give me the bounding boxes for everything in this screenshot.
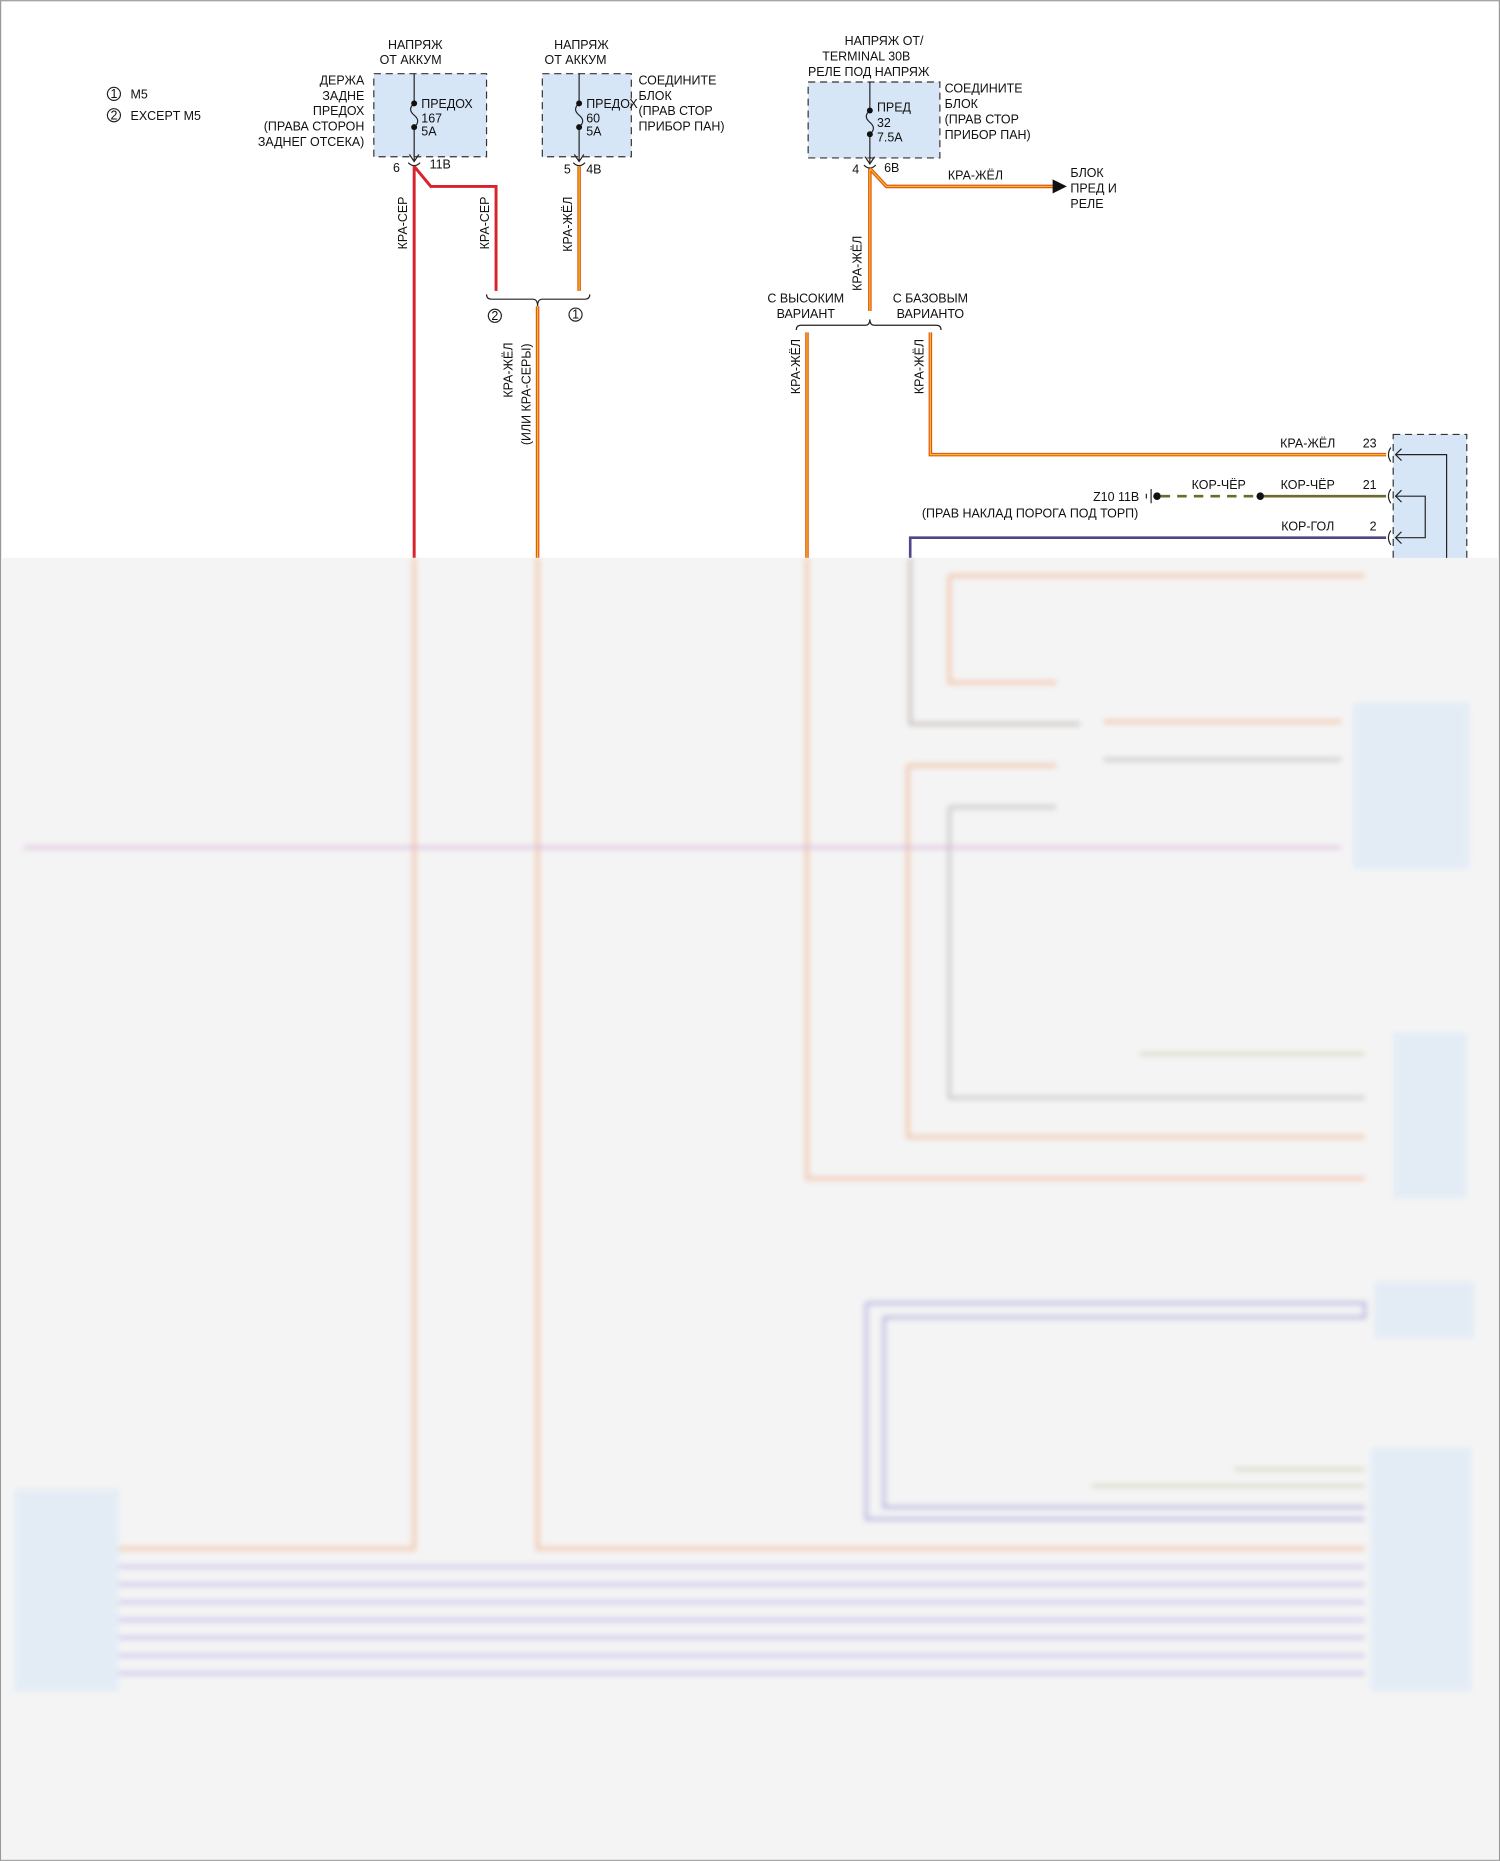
variant-brace	[795, 319, 942, 331]
connector-id: 11B	[430, 158, 451, 172]
fuse-rating: 7.5A	[877, 130, 903, 144]
fuse-box	[541, 73, 632, 158]
fuse-icon	[865, 110, 875, 135]
wire-label: КРА-ЖЁЛ	[912, 339, 926, 394]
header-line: РЕЛЕ ПОД НАПРЯЖ	[808, 65, 930, 79]
destination-label: ПРЕД И	[1070, 181, 1116, 195]
connector-id: 4B	[586, 162, 601, 176]
location-line: (ПРАВА СТОРОН	[264, 120, 365, 134]
wire-kra-ser-branch	[413, 165, 498, 291]
location-line: ПРИБОР ПАН)	[638, 120, 724, 134]
header-line: НАПРЯЖ ОТ/	[845, 34, 924, 48]
pin-number: 23	[1363, 437, 1377, 451]
variant-label: ВАРИАНТО	[897, 307, 965, 321]
obscured-section	[1, 557, 1499, 1860]
option-marker: 2	[491, 309, 498, 323]
fuse-number: 60	[586, 111, 600, 125]
wire-label: КРА-ЖЁЛ	[948, 168, 1003, 182]
wire-kor-gol	[908, 536, 1387, 558]
location-line: БЛОК	[638, 89, 672, 103]
wire-label: КРА-ЖЁЛ	[789, 339, 803, 394]
fuse-rating: 5A	[421, 124, 437, 138]
wire-label: КРА-ЖЁЛ	[1280, 437, 1335, 451]
location-line: ЗАДНЕ	[322, 89, 364, 103]
variant-label: ВАРИАНТ	[777, 307, 836, 321]
legend: 1 M5 2 EXCEPT M5	[106, 86, 201, 123]
wire-label: КРА-ЖЁЛ	[851, 236, 865, 291]
wire-label: КРА-СЕР	[396, 197, 410, 250]
ground-id: Z10 11B	[1093, 490, 1139, 504]
wire-label: КОР-ГОЛ	[1281, 520, 1334, 534]
location-line: (ПРАВ СТОР	[638, 104, 712, 118]
wire-label: (ИЛИ КРА-СЕРЫ)	[519, 343, 533, 445]
header-line: TERMINAL 30B	[822, 50, 910, 64]
wire-kra-zhel-variant	[806, 332, 1387, 558]
pin-number: 4	[852, 162, 859, 176]
fuse-32: НАПРЯЖ ОТ/ TERMINAL 30B РЕЛЕ ПОД НАПРЯЖ …	[807, 34, 1031, 176]
variant-label: С ВЫСОКИМ	[767, 292, 844, 306]
connector-id: 6B	[884, 161, 899, 175]
header-line: ОТ АККУМ	[380, 53, 442, 67]
ground-icon	[1145, 489, 1152, 504]
fuse-60: НАПРЯЖ ОТ АККУМ СОЕДИНИТЕ БЛОК (ПРАВ СТО…	[541, 38, 725, 176]
header-line: ОТ АККУМ	[545, 53, 607, 67]
wire-label: КОР-ЧЁР	[1281, 478, 1335, 492]
legend-num: 2	[110, 108, 117, 122]
fuse-number: 32	[877, 116, 891, 130]
location-line: ПРИБОР ПАН)	[945, 128, 1031, 142]
location-line: ДЕРЖА	[320, 73, 365, 87]
pin-number: 21	[1363, 478, 1377, 492]
fuse-number: 167	[421, 111, 442, 125]
fuse-rating: 5A	[586, 124, 602, 138]
fuse-box	[807, 81, 941, 159]
location-line: СОЕДИНИТЕ	[945, 82, 1023, 96]
legend-num: 1	[110, 87, 117, 101]
pin-number: 2	[1370, 520, 1377, 534]
arrow-icon	[1052, 179, 1067, 194]
wire-label: КРА-СЕР	[478, 197, 492, 250]
fuse-label: ПРЕДОХ	[586, 97, 638, 111]
destination-label: БЛОК	[1070, 166, 1104, 180]
fuse-icon	[410, 102, 419, 128]
wire-kra-zhel-30b	[869, 168, 1053, 312]
location-line: ПРЕДОХ	[313, 104, 365, 118]
legend-marker-2	[106, 108, 122, 123]
variant-label: С БАЗОВЫМ	[893, 292, 968, 306]
fuse-167: НАПРЯЖ ОТ АККУМ ДЕРЖА ЗАДНЕ ПРЕДОХ (ПРАВ…	[258, 38, 488, 175]
fuse-label: ПРЕДОХ	[421, 97, 473, 111]
ground-location: (ПРАВ НАКЛАД ПОРОГА ПОД ТОРП)	[922, 507, 1138, 521]
wire-label: КРА-ЖЁЛ	[502, 342, 516, 397]
header-line: НАПРЯЖ	[554, 38, 609, 52]
location-line: ЗАДНЕГ ОТСЕКА)	[258, 135, 364, 149]
location-line: (ПРАВ СТОР	[945, 113, 1019, 127]
wire-label: КОР-ЧЁР	[1192, 478, 1246, 492]
legend-label: M5	[131, 88, 148, 102]
fuse-box	[373, 73, 488, 158]
location-line: БЛОК	[945, 97, 979, 111]
fuse-label: ПРЕД	[877, 101, 912, 115]
option-marker: 1	[572, 308, 579, 322]
ground-z10: Z10 11B (ПРАВ НАКЛАД ПОРОГА ПОД ТОРП) КО…	[922, 478, 1387, 521]
pin-number: 6	[393, 161, 400, 175]
legend-marker-1	[106, 86, 122, 101]
destination-label: РЕЛЕ	[1070, 197, 1103, 211]
wire-label: КРА-ЖЁЛ	[561, 197, 575, 252]
pin-number: 5	[564, 162, 571, 176]
fuse-icon	[574, 102, 584, 128]
header-line: НАПРЯЖ	[388, 38, 443, 52]
location-line: СОЕДИНИТЕ	[638, 73, 716, 87]
legend-label: EXCEPT M5	[131, 109, 201, 123]
